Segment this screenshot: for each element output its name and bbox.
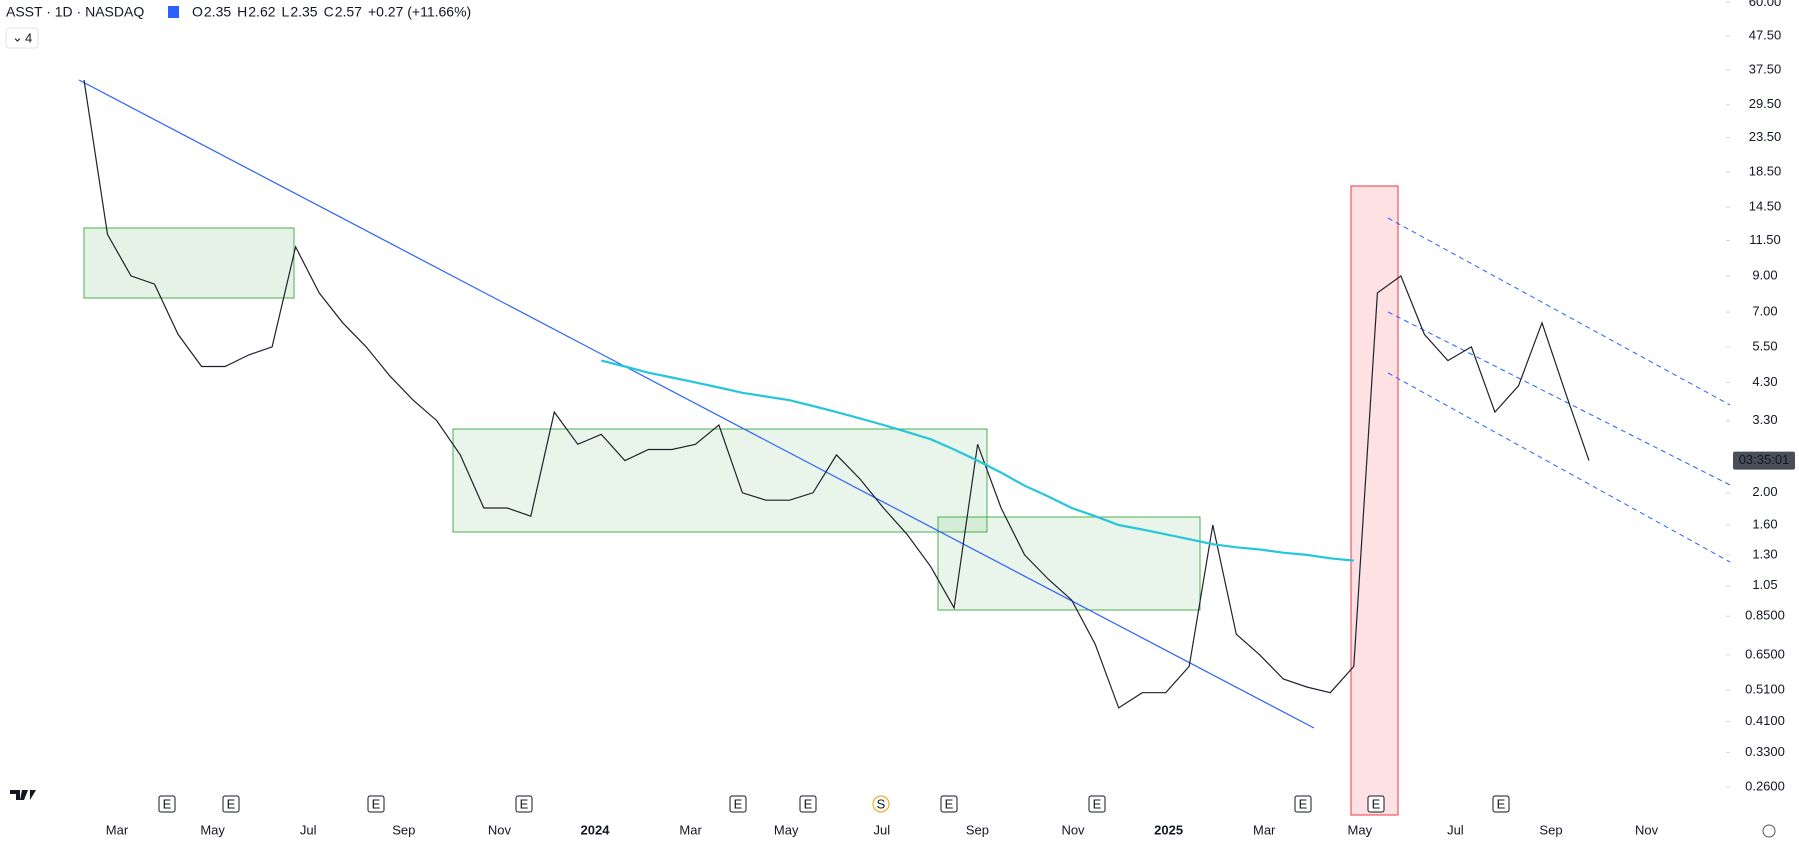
ohlc-key: L bbox=[282, 4, 290, 20]
x-tick-label: Jul bbox=[873, 822, 890, 837]
highlight-box bbox=[1350, 185, 1399, 816]
y-tick-label: 7.00 bbox=[1752, 304, 1777, 319]
event-badge bbox=[158, 795, 176, 813]
trend-line bbox=[78, 79, 1315, 729]
y-tick-label: 0.3300 bbox=[1745, 744, 1785, 759]
y-tick-label: 3.30 bbox=[1752, 412, 1777, 427]
logo[interactable] bbox=[10, 790, 36, 800]
y-tick-label: 4.30 bbox=[1752, 374, 1777, 389]
channel-line bbox=[1387, 372, 1731, 563]
event-label: E bbox=[804, 796, 813, 811]
x-tick-label: Sep bbox=[966, 822, 989, 837]
event-label: E bbox=[227, 796, 236, 811]
y-tick-label: 23.50 bbox=[1749, 129, 1782, 144]
symbol[interactable]: ASST · 1D · NASDAQ bbox=[6, 4, 144, 20]
x-tick-label: Jul bbox=[1447, 822, 1464, 837]
series-line bbox=[83, 79, 1590, 709]
y-tick-label: 47.50 bbox=[1749, 27, 1782, 42]
y-tick-label: 0.6500 bbox=[1745, 646, 1785, 661]
series-line bbox=[601, 359, 1354, 562]
y-tick-label: 60.00 bbox=[1749, 0, 1782, 9]
event-label: E bbox=[1299, 796, 1308, 811]
y-tick-label: 37.50 bbox=[1749, 62, 1782, 77]
event-badge bbox=[872, 795, 890, 813]
event-label: E bbox=[372, 796, 381, 811]
event-label: E bbox=[520, 796, 529, 811]
x-tick-label: May bbox=[774, 822, 799, 837]
event-label: E bbox=[734, 796, 743, 811]
event-label: S bbox=[877, 796, 886, 811]
y-tick-label: 18.50 bbox=[1749, 163, 1782, 178]
event-label: E bbox=[945, 796, 954, 811]
indicator-count[interactable]: 4 bbox=[25, 30, 32, 45]
y-tick-label: 1.60 bbox=[1752, 516, 1777, 531]
event-label: E bbox=[1372, 796, 1381, 811]
y-tick-label: 29.50 bbox=[1749, 96, 1782, 111]
x-tick-label: Sep bbox=[392, 822, 415, 837]
drawings bbox=[78, 79, 1731, 816]
x-tick-label: Jul bbox=[300, 822, 317, 837]
y-tick-label: 9.00 bbox=[1752, 267, 1777, 282]
countdown-box bbox=[1733, 451, 1795, 470]
range-box bbox=[452, 428, 988, 533]
change: +0.27 (+11.66%) bbox=[368, 4, 471, 20]
ohlc-value: 2.35 bbox=[204, 4, 231, 20]
ohlc-value: 2.35 bbox=[290, 4, 317, 20]
x-tick-label: Nov bbox=[1635, 822, 1659, 837]
event-badge bbox=[222, 795, 240, 813]
ohlc-value: 2.62 bbox=[248, 4, 275, 20]
range-box bbox=[937, 516, 1201, 611]
indicator-toggle[interactable] bbox=[5, 27, 39, 49]
event-badge bbox=[729, 795, 747, 813]
event-badge bbox=[367, 795, 385, 813]
event-label: E bbox=[163, 796, 172, 811]
range-box bbox=[83, 227, 295, 299]
y-tick-label: 1.05 bbox=[1752, 577, 1777, 592]
y-tick-label: 5.50 bbox=[1752, 338, 1777, 353]
event-badge bbox=[1088, 795, 1106, 813]
event-badge bbox=[799, 795, 817, 813]
y-tick-label: 11.50 bbox=[1749, 232, 1781, 247]
x-tick-label: Mar bbox=[1253, 822, 1276, 837]
x-tick-label: May bbox=[200, 822, 225, 837]
x-tick-label: 2025 bbox=[1154, 822, 1183, 837]
event-badge bbox=[1294, 795, 1312, 813]
y-tick-label: 2.00 bbox=[1752, 484, 1777, 499]
x-tick-label: Mar bbox=[679, 822, 702, 837]
y-tick-label: 0.2600 bbox=[1745, 778, 1785, 793]
event-badge bbox=[1367, 795, 1385, 813]
event-badge bbox=[940, 795, 958, 813]
countdown: 03:35:01 bbox=[1739, 452, 1790, 467]
ohlc-value: 2.57 bbox=[335, 4, 362, 20]
x-tick-label: 2024 bbox=[581, 822, 611, 837]
y-tick-label: 0.4100 bbox=[1745, 713, 1785, 728]
chevron[interactable]: ⌄ bbox=[12, 29, 23, 44]
y-tick-label: 1.30 bbox=[1752, 546, 1777, 561]
channel-line bbox=[1387, 311, 1731, 486]
x-tick-label: Nov bbox=[1061, 822, 1085, 837]
event-badge bbox=[1492, 795, 1510, 813]
y-tick-label: 14.50 bbox=[1749, 199, 1782, 214]
x-tick-label: Sep bbox=[1539, 822, 1562, 837]
x-tick-label: Mar bbox=[106, 822, 129, 837]
event-label: E bbox=[1093, 796, 1102, 811]
ohlc-key: O bbox=[192, 4, 203, 20]
settings-icon[interactable] bbox=[1762, 824, 1776, 838]
ohlc-key: H bbox=[237, 4, 247, 20]
event-badge bbox=[515, 795, 533, 813]
channel-line bbox=[1387, 217, 1731, 406]
flag-icon[interactable] bbox=[168, 6, 179, 18]
y-tick-label: 0.5100 bbox=[1745, 681, 1785, 696]
x-tick-label: May bbox=[1348, 822, 1373, 837]
event-label: E bbox=[1497, 796, 1506, 811]
ohlc-key: C bbox=[324, 4, 334, 20]
ohlc: O 2.35 H 2.62 L 2.35 C 2.57 +0.27 (+11.66%) bbox=[192, 4, 471, 20]
y-tick-label: 0.8500 bbox=[1745, 608, 1785, 623]
x-tick-label: Nov bbox=[488, 822, 512, 837]
